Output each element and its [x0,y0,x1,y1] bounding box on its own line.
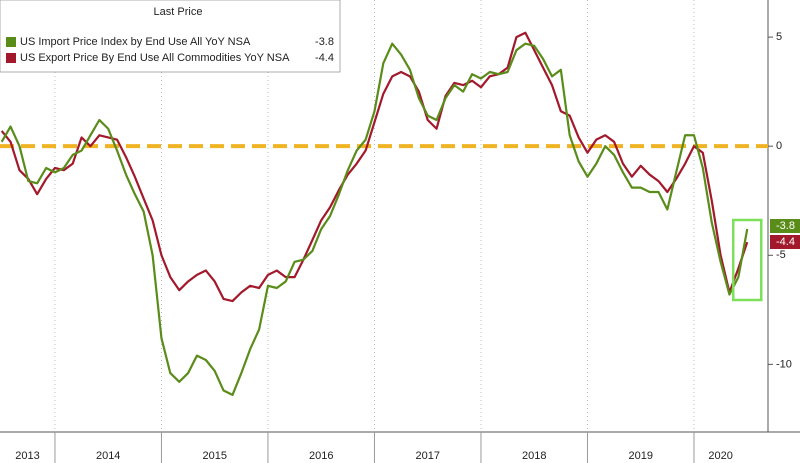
last-value-label: -3.8 [776,220,795,232]
legend-swatch [6,37,16,47]
series-line [0,31,749,303]
y-tick-label: -10 [776,358,792,370]
x-tick-label: 2015 [202,450,226,462]
x-tick-label: 2019 [628,450,652,462]
x-tick-label: 2018 [522,450,546,462]
x-tick-label: 2014 [96,450,120,462]
x-tick-label: 2020 [708,450,732,462]
legend-title: Last Price [154,6,203,18]
x-tick-label: 2013 [15,450,39,462]
legend-box [0,0,341,73]
series-line [0,42,749,397]
legend-value: -3.8 [315,36,334,48]
y-tick-label: -5 [776,249,786,261]
last-value-label: -4.4 [776,236,795,248]
legend-value: -4.4 [315,52,334,64]
legend-swatch [6,53,16,63]
highlight-box [731,218,763,302]
legend-label: US Export Price By End Use All Commoditi… [20,52,290,64]
x-tick-label: 2017 [415,450,439,462]
x-tick-label: 2016 [309,450,333,462]
y-tick-label: 5 [776,31,782,43]
legend: US Import Price Index by End Use All YoY… [6,36,334,64]
last-value-tag [770,219,800,233]
legend-label: US Import Price Index by End Use All YoY… [20,36,251,48]
y-tick-label: 0 [776,140,782,152]
last-value-tag [770,235,800,249]
